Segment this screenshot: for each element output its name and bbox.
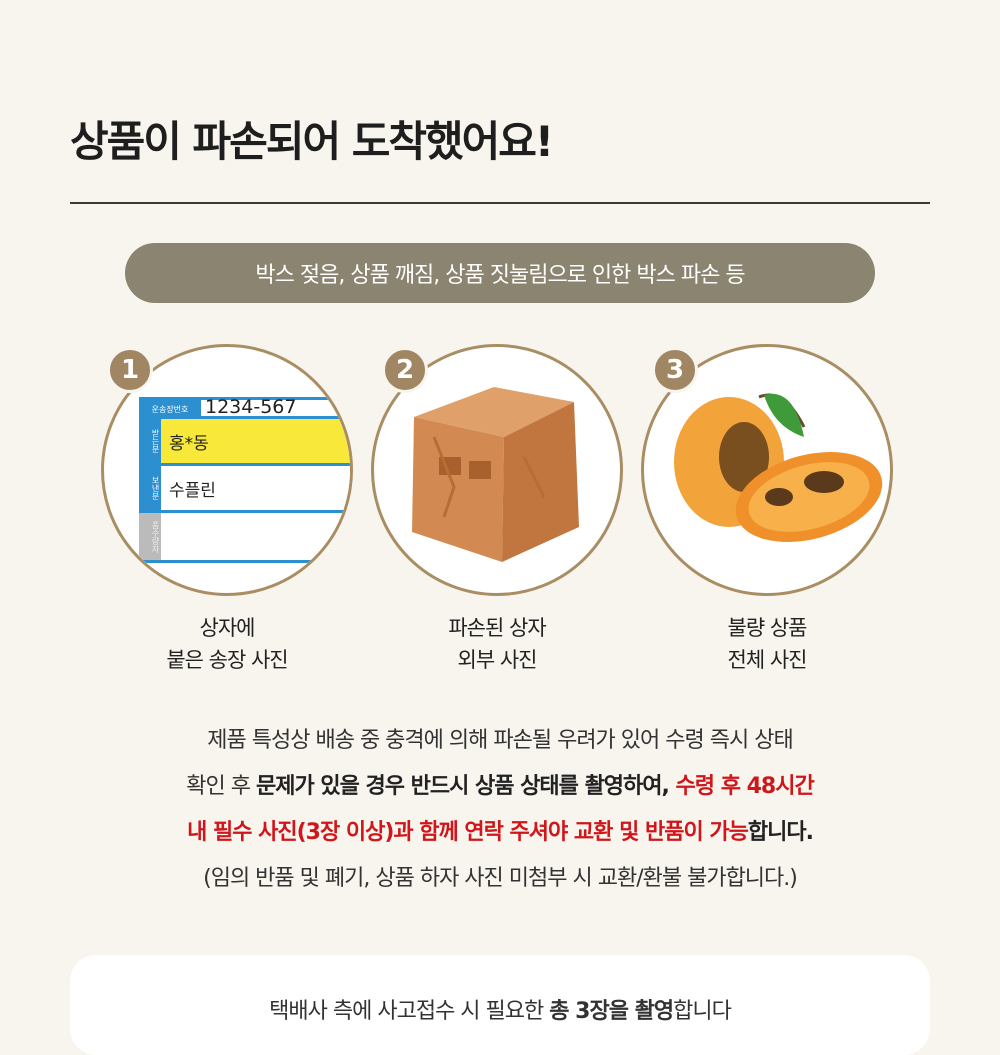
receiver-name: 홍*동 (169, 434, 209, 454)
text: 합니다 (673, 999, 732, 1024)
damage-types-banner: 박스 젖음, 상품 깨짐, 상품 짓눌림으로 인한 박스 파손 등 (125, 243, 875, 303)
caption-line: 붙은 송장 사진 (166, 648, 288, 672)
info-card: 택배사 측에 사고접수 시 필요한 총 3장을 촬영합니다 (70, 955, 930, 1055)
step-caption-1: 상자에 붙은 송장 사진 (127, 612, 327, 676)
page-title: 상품이 파손되어 도착했어요! (70, 117, 554, 166)
card-text: 택배사 측에 사고접수 시 필요한 총 3장을 촬영합니다 (70, 993, 930, 1025)
notice-line-4: (임의 반품 및 폐기, 상품 하자 사진 미첨부 시 교환/환불 불가합니다.… (203, 866, 798, 891)
caption-line: 파손된 상자 (448, 616, 546, 640)
notice-line-1: 제품 특성상 배송 중 충격에 의해 파손될 우려가 있어 수령 즉시 상태 (207, 728, 793, 753)
damaged-box-circle (371, 344, 623, 596)
caption-line: 외부 사진 (457, 648, 538, 672)
bold-text: 문제가 있을 경우 반드시 상품 상태를 촬영하여, (256, 774, 670, 799)
receiver-label: 받는분 (139, 419, 161, 463)
notice-line-2: 확인 후 문제가 있을 경우 반드시 상품 상태를 촬영하여, 수령 후 48시… (0, 764, 1000, 810)
step-badge-2: 2 (382, 347, 428, 393)
red-text: 내 필수 사진(3장 이상)과 함께 연락 주셔야 교환 및 반품이 가능 (187, 820, 749, 845)
divider (70, 202, 930, 204)
step-badge-1: 1 (107, 347, 153, 393)
bold-text: 합니다. (747, 820, 814, 845)
step-caption-2: 파손된 상자 외부 사진 (397, 612, 597, 676)
damaged-fruit-icon (674, 393, 883, 542)
step-badge-3: 3 (652, 347, 698, 393)
caption-line: 불량 상품 (727, 616, 808, 640)
sender-label: 보낸분 (139, 466, 161, 510)
notice-line-3: 내 필수 사진(3장 이상)과 함께 연락 주셔야 교환 및 반품이 가능합니다… (0, 810, 1000, 856)
caption-line: 상자에 (199, 616, 256, 640)
step-caption-3: 불량 상품 전체 사진 (667, 612, 867, 676)
red-text: 수령 후 48시간 (668, 774, 815, 799)
bold-text: 총 3장을 촬영 (549, 999, 674, 1024)
waybill-photo-circle: 운송장번호 1234-567 받는분 홍*동 보낸분 수플린 품수량자 (101, 344, 353, 596)
notice-text: 제품 특성상 배송 중 충격에 의해 파손될 우려가 있어 수령 즉시 상태 확… (0, 718, 1000, 902)
text: 확인 후 (186, 774, 257, 799)
waybill-number-label: 운송장번호 (139, 400, 201, 419)
damaged-box-icon (412, 387, 579, 562)
waybill-number: 1234-567 (205, 396, 297, 418)
text: 택배사 측에 사고접수 시 필요한 (269, 999, 550, 1024)
sender-name: 수플린 (169, 481, 216, 501)
waybill-label: 운송장번호 1234-567 받는분 홍*동 보낸분 수플린 품수량자 (139, 396, 350, 577)
extra-label: 품수량자 (139, 513, 161, 560)
caption-line: 전체 사진 (727, 648, 808, 672)
